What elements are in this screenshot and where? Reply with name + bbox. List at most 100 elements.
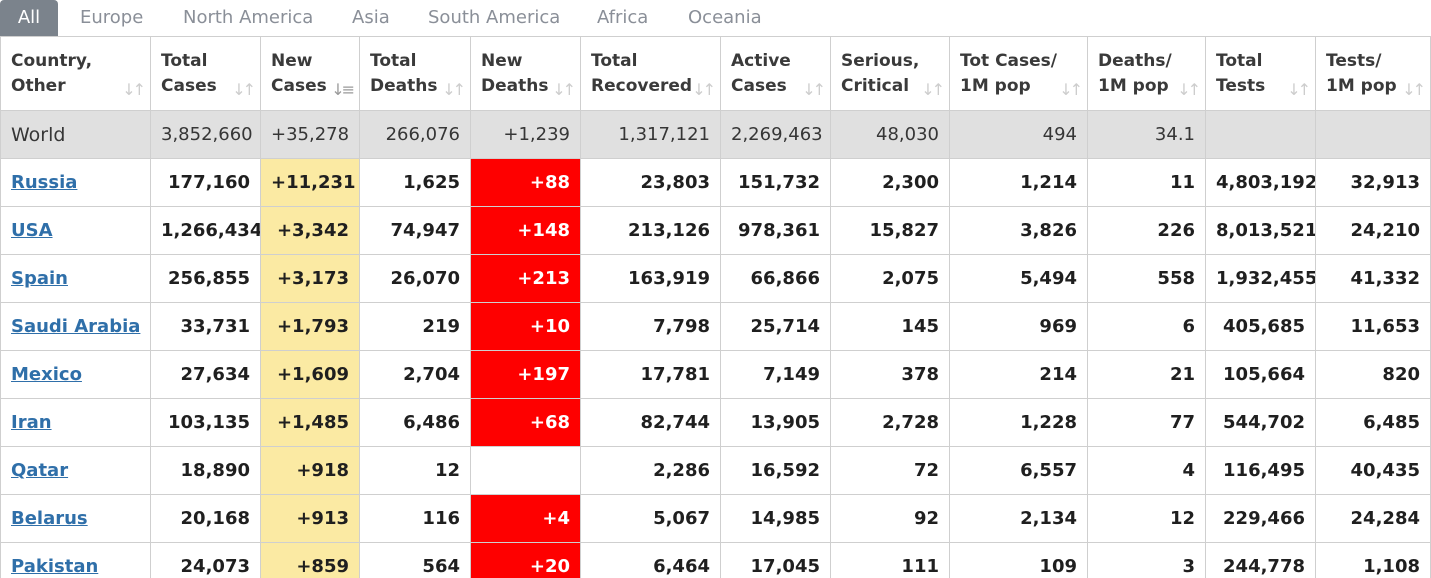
sort-arrows-icon[interactable]: ↓↑ [1402,80,1426,99]
covid-stats-table: Country, Other ↓↑ Total Cases ↓↑ New Cases ↓≡… [0,36,1431,578]
cell-tests-1m-pop: 6,485 [1315,398,1431,447]
cell-new-cases: +918 [260,446,360,495]
cell-tot-cases-1m-pop: 214 [949,350,1088,399]
cell-total-tests: 544,702 [1205,398,1316,447]
cell-total-recovered: 5,067 [580,494,721,543]
cell-total-recovered: 23,803 [580,158,721,207]
country-link[interactable]: Spain [11,268,68,289]
tab-oceania[interactable]: Oceania [688,7,762,28]
cell-total-recovered: 82,744 [580,398,721,447]
cell-total-tests: 1,932,455 [1205,254,1316,303]
cell-total-recovered: 17,781 [580,350,721,399]
cell-total-tests [1205,110,1316,159]
cell-total-cases: 20,168 [150,494,261,543]
cell-total-deaths: 116 [359,494,471,543]
country-cell: Pakistan [0,542,151,578]
cell-total-recovered: 1,317,121 [580,110,721,159]
column-header-total-deaths[interactable]: Total Deaths ↓↑ [359,36,471,111]
country-cell: USA [0,206,151,255]
cell-tot-cases-1m-pop: 3,826 [949,206,1088,255]
cell-tot-cases-1m-pop: 5,494 [949,254,1088,303]
cell-new-deaths: +213 [470,254,581,303]
cell-active-cases: 7,149 [720,350,831,399]
column-header-label: Active Cases [731,50,791,96]
table-row: Russia 177,160 +11,231 1,625 +88 23,803 151,73… [0,158,1431,207]
column-header-label: Total Recovered [591,50,693,96]
cell-serious-critical: 2,300 [830,158,950,207]
column-header-total-recovered[interactable]: Total Recovered ↓↑ [580,36,721,111]
column-header-serious-critical[interactable]: Serious, Critical ↓↑ [830,36,950,111]
cell-new-cases: +3,342 [260,206,360,255]
column-header-label: Serious, Critical [841,50,920,96]
cell-serious-critical: 2,075 [830,254,950,303]
cell-total-tests: 244,778 [1205,542,1316,578]
sort-arrows-icon[interactable]: ↓↑ [802,80,826,99]
cell-active-cases: 2,269,463 [720,110,831,159]
column-header-label: Total Tests [1216,50,1266,96]
country-link[interactable]: Belarus [11,508,88,529]
sort-arrows-icon[interactable]: ↓↑ [552,80,576,99]
country-link[interactable]: Pakistan [11,556,99,577]
column-header-active-cases[interactable]: Active Cases ↓↑ [720,36,831,111]
tab-north-america[interactable]: North America [183,7,314,28]
column-header-new-deaths[interactable]: New Deaths ↓↑ [470,36,581,111]
column-header-tests-1m-pop[interactable]: Tests/ 1M pop ↓↑ [1315,36,1431,111]
cell-total-deaths: 564 [359,542,471,578]
cell-active-cases: 978,361 [720,206,831,255]
cell-new-deaths: +20 [470,542,581,578]
column-header-total-tests[interactable]: Total Tests ↓↑ [1205,36,1316,111]
cell-deaths-1m-pop: 12 [1087,494,1206,543]
cell-active-cases: 16,592 [720,446,831,495]
column-header-country-other[interactable]: Country, Other ↓↑ [0,36,151,111]
cell-total-recovered: 6,464 [580,542,721,578]
table-row: Iran 103,135 +1,485 6,486 +68 82,744 13,905 2,7… [0,398,1431,447]
country-link[interactable]: USA [11,220,53,241]
tab-all[interactable]: All [0,0,58,36]
sort-arrows-icon[interactable]: ↓↑ [692,80,716,99]
country-link[interactable]: Iran [11,412,52,433]
cell-tests-1m-pop: 40,435 [1315,446,1431,495]
cell-total-cases: 177,160 [150,158,261,207]
country-cell: World [0,110,151,159]
sort-desc-icon[interactable]: ↓≡ [331,80,355,99]
sort-arrows-icon[interactable]: ↓↑ [1059,80,1083,99]
cell-deaths-1m-pop: 6 [1087,302,1206,351]
column-header-label: Total Cases [161,50,217,96]
cell-tests-1m-pop: 11,653 [1315,302,1431,351]
tab-africa[interactable]: Africa [597,7,649,28]
cell-new-cases: +859 [260,542,360,578]
column-header-tot-cases-1m-pop[interactable]: Tot Cases/ 1M pop ↓↑ [949,36,1088,111]
cell-new-deaths: +10 [470,302,581,351]
country-link[interactable]: Russia [11,172,78,193]
column-header-new-cases[interactable]: New Cases ↓≡ [260,36,360,111]
column-header-total-cases[interactable]: Total Cases ↓↑ [150,36,261,111]
cell-new-deaths: +88 [470,158,581,207]
sort-arrows-icon[interactable]: ↓↑ [122,80,146,99]
cell-tot-cases-1m-pop: 1,228 [949,398,1088,447]
country-link[interactable]: Qatar [11,460,69,481]
cell-tests-1m-pop: 24,210 [1315,206,1431,255]
country-cell: Mexico [0,350,151,399]
country-cell: Belarus [0,494,151,543]
tab-asia[interactable]: Asia [352,7,390,28]
sort-arrows-icon[interactable]: ↓↑ [921,80,945,99]
country-cell: Iran [0,398,151,447]
sort-arrows-icon[interactable]: ↓↑ [1287,80,1311,99]
column-header-deaths-1m-pop[interactable]: Deaths/ 1M pop ↓↑ [1087,36,1206,111]
sort-arrows-icon[interactable]: ↓↑ [232,80,256,99]
cell-new-cases: +11,231 [260,158,360,207]
cell-new-deaths: +4 [470,494,581,543]
country-link[interactable]: Saudi Arabia [11,316,141,337]
cell-deaths-1m-pop: 34.1 [1087,110,1206,159]
region-tabs: All Europe North America Asia South America A… [0,0,1431,36]
country-link[interactable]: Mexico [11,364,82,385]
cell-total-recovered: 163,919 [580,254,721,303]
cell-new-cases: +1,609 [260,350,360,399]
sort-arrows-icon[interactable]: ↓↑ [442,80,466,99]
tab-europe[interactable]: Europe [80,7,144,28]
sort-arrows-icon[interactable]: ↓↑ [1177,80,1201,99]
cell-total-cases: 33,731 [150,302,261,351]
cell-total-cases: 18,890 [150,446,261,495]
tab-south-america[interactable]: South America [428,7,561,28]
cell-new-cases: +35,278 [260,110,360,159]
